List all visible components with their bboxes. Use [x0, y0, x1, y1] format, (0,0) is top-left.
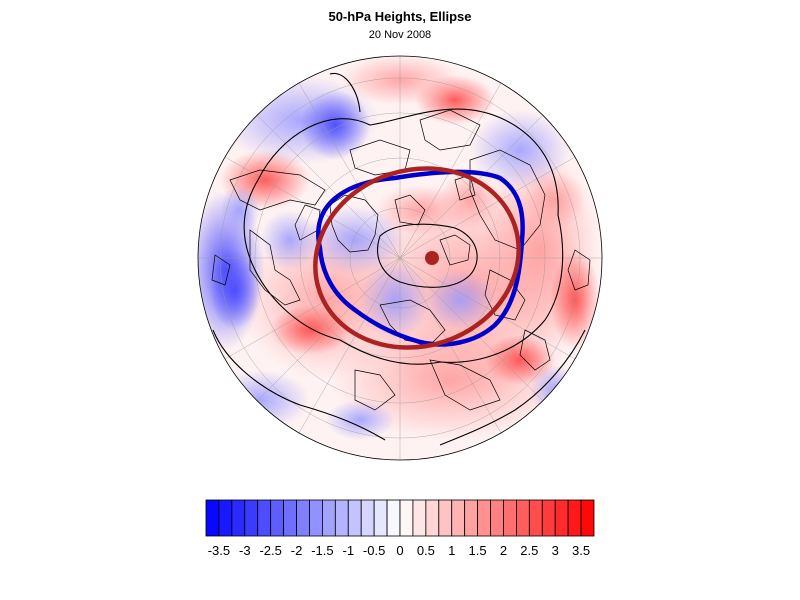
vortex-edge-line	[316, 169, 525, 347]
page-title: 50-hPa Heights, Ellipse	[328, 9, 472, 24]
colorbar-tick-label: -2.5	[259, 543, 281, 558]
colorbar-swatch	[541, 499, 556, 537]
colorbar-swatch	[386, 499, 401, 537]
colorbar-swatch	[580, 499, 595, 537]
colorbar-tick-label: 1.5	[469, 543, 487, 558]
colorbar-swatch	[412, 499, 427, 537]
fitted-ellipse	[313, 166, 521, 350]
colorbar-tick-label: -1.5	[311, 543, 333, 558]
colorbar-tick-label: 2	[500, 543, 507, 558]
colorbar-tick-label: -2	[291, 543, 303, 558]
colorbar-swatch	[309, 499, 323, 537]
colorbar-swatch	[205, 499, 220, 537]
anomaly-field	[198, 56, 602, 460]
colorbar-tick-label: 2.5	[520, 543, 538, 558]
colorbar-swatch	[567, 499, 582, 537]
colorbar-tick-label: 0	[396, 543, 403, 558]
colorbar-swatch	[231, 499, 246, 537]
globe-outline	[197, 55, 603, 461]
colorbar-swatch	[528, 499, 543, 537]
colorbar-swatch	[244, 499, 259, 537]
colorbar-swatch	[360, 499, 375, 537]
colorbar-swatch	[321, 499, 336, 537]
colorbar-tick-label: -3.5	[208, 543, 230, 558]
graticule	[198, 56, 602, 460]
colorbar-tick-label: -1	[342, 543, 354, 558]
colorbar-swatch	[438, 499, 453, 537]
colorbar-tick-label: 0.5	[417, 543, 435, 558]
colorbar-swatch	[334, 499, 349, 537]
page-subtitle: 20 Nov 2008	[368, 29, 432, 41]
colorbar-swatch	[464, 499, 478, 537]
colorbar-swatch	[218, 499, 233, 537]
colorbar-swatch	[283, 499, 297, 537]
vortex-center-marker	[425, 251, 439, 265]
colorbar-swatch	[296, 499, 310, 537]
colorbar-swatch	[490, 499, 504, 537]
colorbar-tick-label: 1	[448, 543, 455, 558]
colorbar-tick-label: -3	[239, 543, 251, 558]
colorbar-tick-label: -0.5	[363, 543, 385, 558]
colorbar-swatch	[399, 499, 414, 537]
colorbar-swatch	[425, 499, 440, 537]
colorbar-tick-label: 3	[552, 543, 559, 558]
colorbar-swatch	[270, 499, 284, 537]
colorbar-tick-label: 3.5	[572, 543, 590, 558]
colorbar-swatch	[373, 499, 388, 537]
colorbar-swatch	[451, 499, 466, 537]
colorbar-swatch	[516, 499, 530, 537]
colorbar-swatch	[503, 499, 517, 537]
colorbar-swatch	[477, 499, 491, 537]
colorbar-swatch	[554, 499, 569, 537]
colorbar-swatch	[347, 499, 362, 537]
colorbar-swatch	[257, 499, 272, 537]
